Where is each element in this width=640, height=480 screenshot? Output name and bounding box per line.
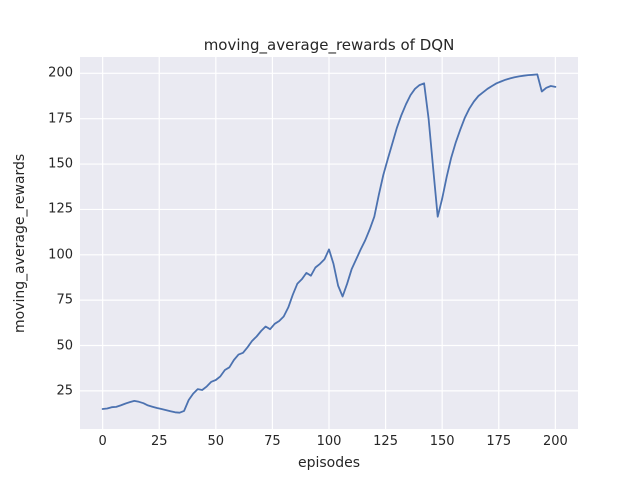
y-tick-label: 100	[48, 247, 73, 263]
x-tick-label: 175	[486, 434, 512, 449]
y-tick-label: 25	[56, 383, 73, 399]
y-tick-label: 200	[48, 65, 73, 81]
y-tick-label: 50	[56, 338, 73, 354]
plot-area	[80, 57, 578, 429]
x-tick-label: 50	[207, 434, 225, 449]
y-tick-label: 125	[48, 201, 73, 217]
y-tick-labels: 25 50 75 100 125 150 175 200	[0, 0, 73, 480]
x-tick-label: 75	[264, 434, 281, 449]
x-tick-label: 0	[98, 434, 107, 449]
chart-title: moving_average_rewards of DQN	[203, 36, 455, 54]
x-axis-label: episodes	[297, 455, 361, 471]
plot-svg	[80, 57, 578, 429]
y-tick-label: 150	[48, 156, 73, 172]
x-tick-label: 25	[150, 434, 168, 449]
x-tick-label: 200	[542, 434, 568, 449]
reward-line	[101, 73, 557, 414]
x-tick-labels: 0 25 50 75 100 125 150 175 200	[0, 434, 640, 452]
y-axis-label: moving_average_rewards	[12, 153, 28, 333]
x-tick-label: 100	[316, 434, 342, 449]
y-tick-label: 75	[56, 292, 73, 308]
x-tick-label: 125	[373, 434, 398, 449]
y-tick-label: 175	[48, 111, 73, 127]
x-tick-label: 150	[429, 434, 455, 449]
